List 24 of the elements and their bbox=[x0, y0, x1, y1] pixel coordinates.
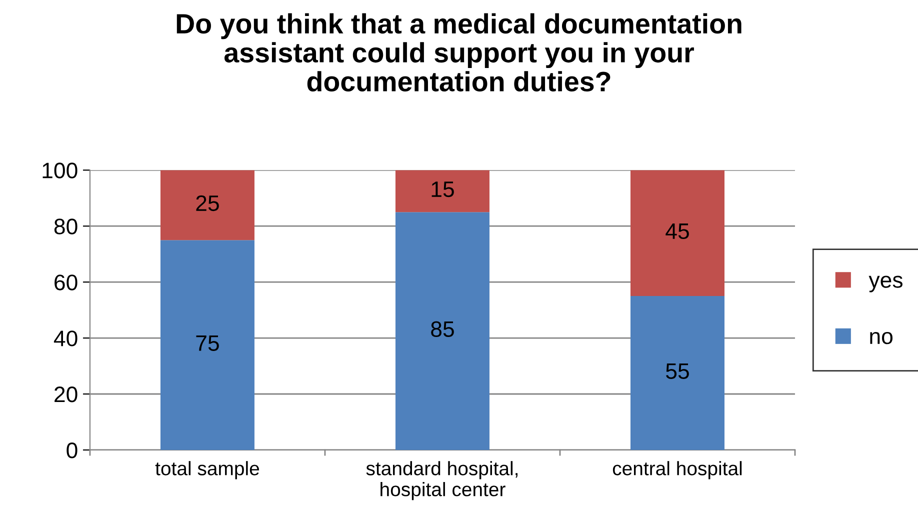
data-label: 45 bbox=[666, 224, 689, 240]
data-label: 55 bbox=[666, 363, 689, 379]
bar bbox=[630, 296, 724, 450]
x-tick-label: total sample bbox=[155, 461, 260, 480]
legend-label: no bbox=[870, 332, 892, 344]
chart-title: Do you think that a medical documentation assistant could support you in your documentation duties? bbox=[176, 13, 742, 92]
bar bbox=[160, 170, 254, 240]
data-label: 25 bbox=[196, 195, 219, 212]
bar bbox=[395, 170, 490, 212]
y-tick-label: 40 bbox=[54, 330, 78, 346]
y-tick-label: 100 bbox=[42, 162, 78, 178]
legend-label: yes bbox=[868, 276, 902, 292]
bar bbox=[160, 240, 254, 450]
x-tick-label: central hospital bbox=[612, 461, 742, 480]
y-tick-label: 80 bbox=[54, 218, 78, 234]
y-tick-label: 20 bbox=[54, 386, 78, 402]
y-tick-label: 60 bbox=[54, 274, 78, 290]
data-label: 85 bbox=[431, 321, 454, 338]
y-tick-label: 0 bbox=[66, 442, 78, 458]
bar bbox=[630, 170, 724, 296]
data-label: 75 bbox=[196, 335, 219, 351]
x-tick-label: standard hospital, hospital center bbox=[366, 461, 518, 500]
data-label: 15 bbox=[432, 182, 454, 198]
bar bbox=[395, 212, 490, 450]
